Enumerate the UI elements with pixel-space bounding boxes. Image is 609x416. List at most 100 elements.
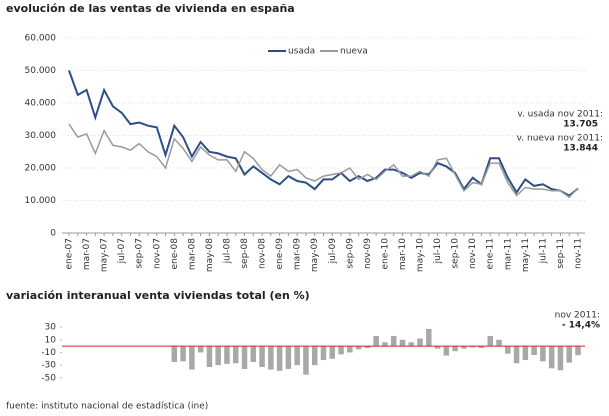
bar (329, 346, 336, 359)
bar (180, 346, 186, 362)
x-tick-label: mar-07 (82, 238, 92, 270)
legend-label: nueva (340, 47, 368, 57)
y-tick-label: 0 (50, 229, 56, 239)
x-tick-label: sep-07 (135, 238, 145, 269)
bar (338, 346, 344, 355)
bar (390, 335, 397, 347)
bar (382, 342, 388, 347)
bar (347, 346, 353, 353)
bar (461, 346, 467, 349)
y-tick-label: -10 (41, 348, 56, 358)
bar (206, 346, 213, 368)
chart-title: variación interanual venta viviendas tot… (6, 289, 310, 302)
bar (557, 346, 564, 371)
bar (408, 342, 415, 347)
bar (417, 338, 423, 347)
bar (566, 346, 572, 363)
x-tick-label: mar-08 (187, 238, 197, 270)
x-tick-label: nov-11 (574, 238, 584, 269)
legend-label: usada (288, 47, 315, 57)
bar (241, 346, 248, 369)
y-tick-label: 10.000 (25, 196, 57, 206)
bar (478, 346, 485, 349)
x-tick-label: may-09 (310, 238, 320, 272)
bar (531, 346, 537, 355)
x-tick-label: sep-08 (240, 238, 250, 269)
bar (513, 346, 520, 364)
bar (250, 346, 257, 362)
x-tick-label: ene-09 (275, 238, 285, 270)
bar (285, 346, 292, 369)
bar (487, 335, 493, 347)
x-tick-label: ene-08 (170, 238, 180, 270)
y-tick-label: 40.000 (25, 99, 57, 109)
bar (268, 346, 274, 370)
bar (522, 346, 529, 361)
x-tick-label: nov-10 (468, 238, 478, 269)
line (68, 123, 579, 199)
x-tick-label: jul-07 (117, 238, 127, 264)
y-tick-label: 50.000 (25, 66, 57, 76)
bar (548, 346, 555, 369)
bar (434, 346, 441, 349)
bar (303, 346, 309, 375)
bar (426, 328, 432, 347)
x-tick-label: sep-10 (451, 238, 461, 269)
chart-title: evolución de las ventas de vivienda en e… (6, 2, 295, 15)
bar (294, 346, 300, 366)
x-tick-label: mar-09 (293, 238, 303, 270)
bar (224, 346, 230, 364)
x-tick-label: jul-08 (222, 238, 232, 265)
y-tick-label: 30.000 (25, 131, 57, 141)
annotation: nov 2011: (555, 311, 600, 321)
annotation: v. nueva nov 2011: (517, 134, 603, 144)
bar (540, 346, 546, 362)
bar (373, 335, 379, 347)
bar (259, 346, 265, 368)
x-tick-label: sep-09 (345, 238, 355, 269)
bar (197, 346, 204, 353)
x-tick-label: nov-07 (152, 238, 162, 269)
bar (469, 346, 476, 348)
source: fuente: instituto nacional de estadístic… (6, 402, 208, 412)
x-tick-label: ene-10 (380, 238, 390, 270)
bar (232, 346, 239, 364)
bar (355, 346, 362, 350)
y-tick-label: 10 (45, 335, 57, 345)
y-tick-label: 20.000 (25, 164, 57, 174)
x-tick-label: mar-11 (503, 238, 513, 270)
bar (443, 346, 450, 356)
bar (364, 346, 371, 349)
x-tick-label: mar-10 (398, 238, 408, 270)
x-tick-label: may-10 (416, 238, 426, 272)
x-tick-label: ene-07 (65, 238, 75, 269)
bar (276, 346, 283, 371)
x-tick-label: jul-09 (328, 238, 338, 265)
x-tick-label: may-08 (205, 238, 215, 272)
y-tick-label: 30 (45, 323, 57, 333)
x-tick-label: may-11 (521, 238, 531, 272)
y-tick-label: -30 (41, 361, 56, 371)
bar (399, 339, 406, 347)
y-tick-label: -50 (41, 373, 56, 383)
annotation: 13.705 (563, 120, 598, 130)
bar (171, 346, 178, 362)
bar (311, 346, 318, 366)
annotation: - 14,4% (562, 321, 600, 331)
x-tick-label: ene-11 (486, 238, 496, 269)
line (68, 70, 579, 197)
bar (575, 346, 581, 356)
x-tick-label: nov-09 (363, 238, 373, 269)
bar (189, 346, 195, 370)
bar (505, 346, 511, 354)
annotation: v. usada nov 2011: (517, 110, 603, 120)
x-tick-label: jul-10 (433, 238, 443, 265)
x-tick-label: jul-11 (538, 238, 548, 264)
x-tick-label: nov-08 (258, 238, 268, 269)
y-tick-label: 60.000 (25, 34, 57, 44)
bar (215, 346, 221, 366)
bar (452, 346, 458, 352)
bar (320, 346, 327, 361)
x-tick-label: may-07 (100, 238, 110, 272)
